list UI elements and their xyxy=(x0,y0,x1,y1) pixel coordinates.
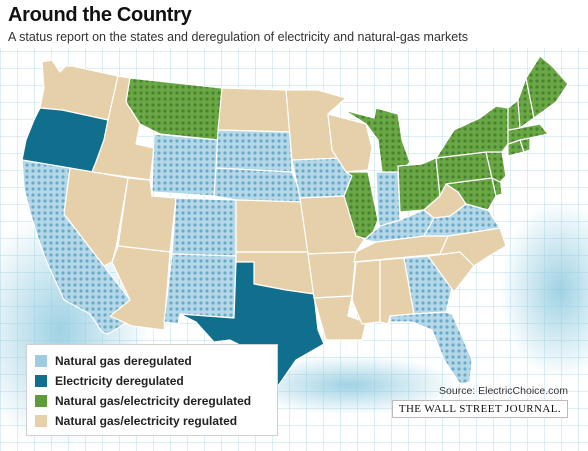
state-me[interactable] xyxy=(525,55,569,119)
glow-right xyxy=(500,200,588,380)
state-ne[interactable] xyxy=(213,167,305,203)
us-map xyxy=(0,48,588,451)
map-title: Around the Country xyxy=(8,4,192,26)
legend-label: Natural gas/electricity deregulated xyxy=(55,394,252,408)
legend-swatch xyxy=(35,355,47,367)
state-ms[interactable] xyxy=(351,259,381,325)
state-sd[interactable] xyxy=(215,129,293,173)
legend-label: Natural gas deregulated xyxy=(55,354,192,368)
legend-swatch xyxy=(35,375,47,387)
map-area xyxy=(0,48,588,451)
state-fl[interactable] xyxy=(389,311,473,385)
state-ga[interactable] xyxy=(403,255,453,315)
legend-label: Electricity deregulated xyxy=(55,374,184,388)
legend-label: Natural gas/electricity regulated xyxy=(55,414,238,428)
legend-swatch xyxy=(35,415,47,427)
legend-item-gas: Natural gas deregulated xyxy=(35,351,269,371)
state-co[interactable] xyxy=(171,197,237,257)
publisher-logo: THE WALL STREET JOURNAL. xyxy=(391,400,568,418)
source-credit: Source: ElectricChoice.com xyxy=(439,385,568,397)
legend-item-both: Natural gas/electricity deregulated xyxy=(35,391,269,411)
legend-item-regulated: Natural gas/electricity regulated xyxy=(35,411,269,431)
state-tx[interactable] xyxy=(179,261,325,387)
state-wy[interactable] xyxy=(151,133,219,197)
state-ar[interactable] xyxy=(307,251,357,299)
state-mi[interactable] xyxy=(343,107,411,175)
state-in[interactable] xyxy=(375,171,401,227)
state-az[interactable] xyxy=(109,245,171,331)
state-ks[interactable] xyxy=(235,199,309,253)
state-il[interactable] xyxy=(343,171,379,241)
state-ma[interactable] xyxy=(507,123,549,145)
legend: Natural gas deregulated Electricity dere… xyxy=(26,344,278,436)
state-nd[interactable] xyxy=(217,87,291,133)
map-subtitle: A status report on the states and deregu… xyxy=(8,30,468,44)
legend-swatch xyxy=(35,395,47,407)
state-nm[interactable] xyxy=(163,253,237,325)
legend-item-electricity: Electricity deregulated xyxy=(35,371,269,391)
